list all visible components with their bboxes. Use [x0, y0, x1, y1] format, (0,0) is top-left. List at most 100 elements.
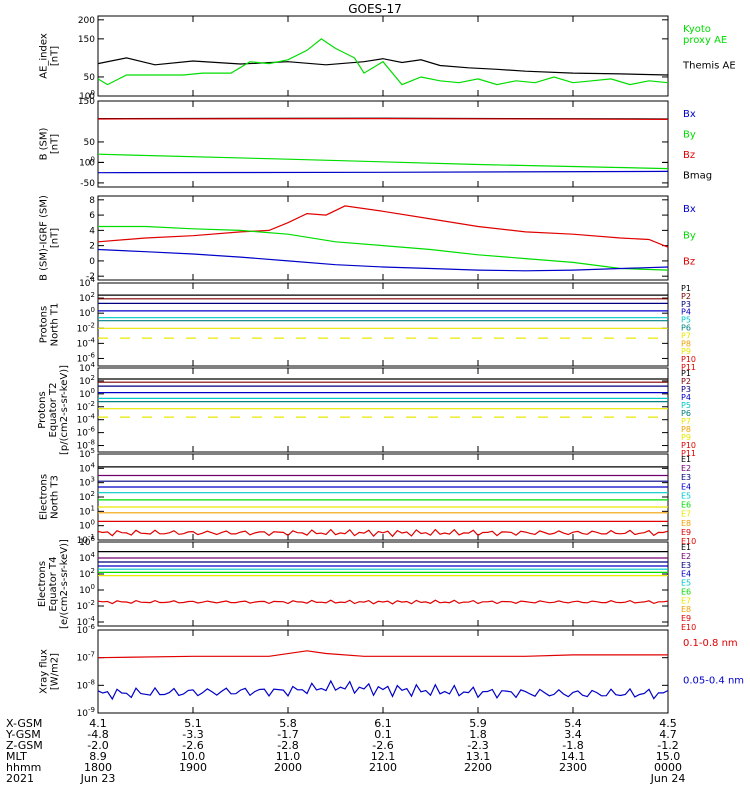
ephemeris-value: 2300: [559, 761, 587, 774]
y-tick-label: 10-8: [77, 439, 95, 452]
y-tick-label: 2: [89, 242, 95, 252]
plot-title: GOES-17: [348, 2, 402, 16]
legend-entry: P2: [681, 377, 691, 386]
y-axis-label: Electrons: [39, 474, 50, 520]
ephemeris-value: 3.4: [564, 728, 582, 741]
y-tick-label: 50: [84, 73, 96, 83]
y-tick-label: 0: [89, 92, 95, 102]
y-tick-label: 10-8: [77, 678, 95, 691]
series-line: [97, 153, 669, 170]
legend-entry: E4: [681, 482, 691, 491]
legend-entry: P10: [681, 441, 696, 450]
y-tick-label: 10-4: [77, 413, 96, 426]
y-axis-label: [p/(cm2-s-sr-keV)]: [59, 365, 70, 455]
ephemeris-value: 4.5: [659, 717, 677, 730]
y-axis-label: [nT]: [50, 134, 61, 154]
legend-entry: Themis AE: [682, 60, 736, 71]
y-tick-label: 101: [79, 504, 95, 517]
y-axis-label: Electrons: [37, 561, 48, 607]
ephemeris-row-label: Z-GSM: [6, 739, 43, 752]
ephemeris-value: 0.1: [374, 728, 392, 741]
y-tick-label: 10-4: [77, 336, 96, 349]
legend-entry: E8: [681, 605, 691, 614]
ephemeris-value: 4.1: [89, 717, 107, 730]
legend-entry: E9: [681, 528, 691, 537]
y-tick-label: 150: [78, 97, 95, 107]
ephemeris-value: 11.0: [275, 750, 301, 763]
legend-entry: E7: [681, 596, 691, 605]
legend-entry: Bx: [683, 109, 696, 120]
y-tick-label: 100: [79, 155, 95, 168]
legend-entry: E1: [681, 543, 691, 552]
y-tick-label: 10-6: [77, 351, 96, 364]
y-tick-label: 105: [79, 447, 95, 460]
ephemeris-value: 5.8: [279, 717, 297, 730]
legend-entry: P6: [681, 409, 691, 418]
legend-entry: P8: [681, 425, 691, 434]
legend-entry: P5: [681, 316, 691, 325]
ephemeris-value: 0000: [654, 761, 682, 774]
y-axis-label: North T3: [50, 475, 61, 519]
y-tick-label: 100: [79, 89, 95, 102]
y-tick-label: 10-2: [77, 400, 95, 413]
ephemeris-value: 5.4: [564, 717, 582, 730]
legend-entry: E5: [681, 579, 691, 588]
y-tick-label: 4: [89, 226, 95, 236]
y-tick-label: 104: [79, 276, 95, 289]
legend-entry: P4: [681, 393, 691, 402]
legend-entry: Bmag: [683, 170, 712, 181]
y-tick-label: 102: [79, 374, 95, 387]
ephemeris-value: -1.2: [657, 739, 679, 752]
y-tick-label: 10-6: [77, 426, 96, 439]
legend-entry: E4: [681, 570, 691, 579]
legend-entry: proxy AE: [683, 35, 727, 46]
y-tick-label: 10-2: [77, 599, 95, 612]
ephemeris-value: 5.9: [469, 717, 487, 730]
y-axis-label: B (SM): [39, 127, 50, 160]
legend-entry: P7: [681, 331, 691, 340]
legend-entry: P1: [681, 369, 691, 378]
legend-entry: Kyoto: [683, 24, 711, 35]
y-tick-label: 102: [79, 567, 95, 580]
series-line: [97, 528, 669, 538]
y-tick-label: 0: [89, 257, 95, 267]
ephemeris-value: -4.8: [87, 728, 109, 741]
legend-entry: P11: [681, 449, 696, 458]
y-tick-label: 10-4: [77, 615, 96, 628]
legend-entry: P2: [681, 292, 691, 301]
legend-entry: P1: [681, 284, 691, 293]
y-tick-label: 102: [79, 490, 95, 503]
ephemeris-value: 2200: [464, 761, 492, 774]
legend-entry: Bz: [683, 257, 695, 268]
y-tick-label: 0: [89, 158, 95, 168]
legend-entry: P4: [681, 308, 691, 317]
legend-entry: E2: [681, 464, 691, 473]
y-tick-label: -2: [86, 272, 95, 282]
series-line: [97, 248, 669, 272]
ephemeris-value: 6.1: [374, 717, 392, 730]
legend-entry: E7: [681, 510, 691, 519]
legend-entry: E10: [681, 623, 696, 632]
ephemeris-row-label: Y-GSM: [6, 728, 41, 741]
ephemeris-value: -1.7: [277, 728, 299, 741]
series-line: [97, 117, 669, 120]
ephemeris-value: 4.7: [659, 728, 677, 741]
y-axis-label: Protons: [39, 306, 50, 343]
y-tick-label: 100: [79, 306, 95, 319]
legend-entry: E2: [681, 552, 691, 561]
y-tick-label: 50: [84, 138, 96, 148]
y-axis-label: Protons: [37, 391, 48, 428]
ephemeris-value: 5.1: [184, 717, 202, 730]
legend-entry: E5: [681, 491, 691, 500]
y-tick-label: 102: [79, 291, 95, 304]
series-line: [97, 57, 669, 76]
series-line: [97, 170, 669, 174]
legend-entry: P8: [681, 339, 691, 348]
y-tick-label: 100: [79, 387, 95, 400]
legend-entry: 0.05-0.4 nm: [683, 676, 744, 687]
y-tick-label: 8: [89, 196, 95, 206]
legend-entry: P9: [681, 433, 691, 442]
ephemeris-value: -2.0: [87, 739, 109, 752]
legend-entry: By: [683, 230, 696, 241]
